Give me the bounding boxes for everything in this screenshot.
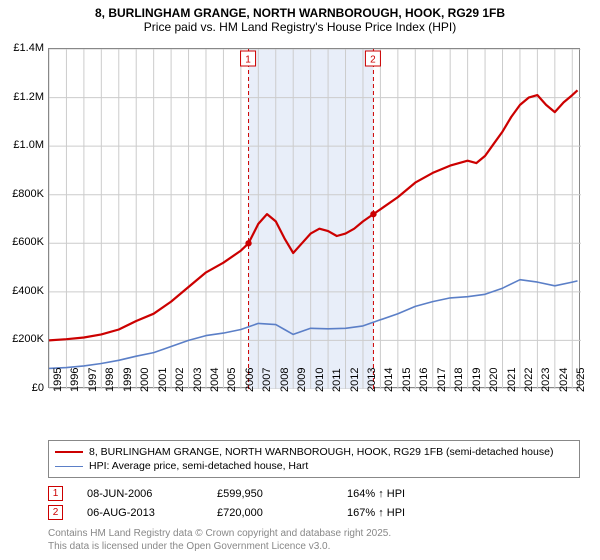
- x-tick-label: 2006: [244, 368, 256, 392]
- x-tick-label: 2001: [157, 368, 169, 392]
- x-tick-label: 2004: [209, 368, 221, 392]
- x-tick-label: 1996: [69, 368, 81, 392]
- legend-row: HPI: Average price, semi-detached house,…: [55, 459, 573, 473]
- marker-row: 2 06-AUG-2013£720,000167% ↑ HPI: [48, 503, 580, 522]
- x-tick-label: 2025: [575, 368, 587, 392]
- legend-text: 8, BURLINGHAM GRANGE, NORTH WARNBOROUGH,…: [89, 446, 553, 458]
- marker-box: 2: [48, 505, 63, 520]
- chart-area: £0£200K£400K£600K£800K£1.0M£1.2M£1.4M 12…: [0, 40, 600, 430]
- y-tick-label: £400K: [12, 285, 44, 297]
- title-subtitle: Price paid vs. HM Land Registry's House …: [10, 20, 590, 34]
- y-tick-label: £1.0M: [13, 139, 44, 151]
- x-tick-label: 2009: [296, 368, 308, 392]
- x-tick-label: 2022: [523, 368, 535, 392]
- marker-row: 1 08-JUN-2006£599,950164% ↑ HPI: [48, 484, 580, 503]
- marker-flag-num: 1: [245, 55, 251, 66]
- footer: Contains HM Land Registry data © Crown c…: [48, 528, 391, 553]
- x-tick-label: 2008: [279, 368, 291, 392]
- x-tick-label: 2024: [558, 368, 570, 392]
- x-tick-label: 2007: [261, 368, 273, 392]
- legend: 8, BURLINGHAM GRANGE, NORTH WARNBOROUGH,…: [48, 440, 580, 478]
- x-tick-label: 2018: [453, 368, 465, 392]
- marker-flag-num: 2: [370, 55, 376, 66]
- marker-table: 1 08-JUN-2006£599,950164% ↑ HPI 2 06-AUG-20…: [48, 484, 580, 522]
- x-tick-label: 1999: [122, 368, 134, 392]
- x-tick-label: 1997: [87, 368, 99, 392]
- x-tick-label: 1995: [52, 368, 64, 392]
- x-tick-label: 2020: [488, 368, 500, 392]
- x-tick-label: 2023: [540, 368, 552, 392]
- x-tick-label: 2014: [383, 368, 395, 392]
- y-tick-label: £800K: [12, 188, 44, 200]
- marker-date: 06-AUG-2013: [87, 507, 217, 519]
- chart-container: 8, BURLINGHAM GRANGE, NORTH WARNBOROUGH,…: [0, 0, 600, 560]
- x-tick-label: 2000: [139, 368, 151, 392]
- marker-delta: 164% ↑ HPI: [347, 488, 477, 500]
- legend-row: 8, BURLINGHAM GRANGE, NORTH WARNBOROUGH,…: [55, 445, 573, 459]
- plot-svg: 12: [49, 49, 581, 389]
- x-tick-label: 2011: [331, 368, 343, 392]
- y-tick-label: £1.2M: [13, 91, 44, 103]
- title-block: 8, BURLINGHAM GRANGE, NORTH WARNBOROUGH,…: [0, 0, 600, 38]
- x-tick-label: 2019: [471, 368, 483, 392]
- legend-swatch: [55, 466, 83, 467]
- x-tick-label: 2017: [436, 368, 448, 392]
- y-tick-label: £600K: [12, 236, 44, 248]
- marker-price: £599,950: [217, 488, 347, 500]
- x-tick-label: 2002: [174, 368, 186, 392]
- marker-date: 08-JUN-2006: [87, 488, 217, 500]
- x-tick-label: 2016: [418, 368, 430, 392]
- marker-price: £720,000: [217, 507, 347, 519]
- plot-area: 12: [48, 48, 580, 388]
- title-address: 8, BURLINGHAM GRANGE, NORTH WARNBOROUGH,…: [10, 6, 590, 20]
- legend-swatch: [55, 451, 83, 453]
- marker-dot: [370, 211, 376, 217]
- y-tick-label: £1.4M: [13, 42, 44, 54]
- x-tick-label: 2021: [506, 368, 518, 392]
- x-tick-label: 2010: [314, 368, 326, 392]
- x-tick-label: 2003: [192, 368, 204, 392]
- x-tick-label: 2005: [226, 368, 238, 392]
- x-tick-label: 1998: [104, 368, 116, 392]
- y-tick-label: £0: [32, 382, 44, 394]
- y-tick-label: £200K: [12, 333, 44, 345]
- marker-delta: 167% ↑ HPI: [347, 507, 477, 519]
- footer-line1: Contains HM Land Registry data © Crown c…: [48, 528, 391, 541]
- x-tick-label: 2012: [349, 368, 361, 392]
- footer-line2: This data is licensed under the Open Gov…: [48, 541, 391, 554]
- x-tick-label: 2013: [366, 368, 378, 392]
- legend-text: HPI: Average price, semi-detached house,…: [89, 460, 308, 472]
- x-tick-label: 2015: [401, 368, 413, 392]
- marker-dot: [245, 240, 251, 246]
- marker-box: 1: [48, 486, 63, 501]
